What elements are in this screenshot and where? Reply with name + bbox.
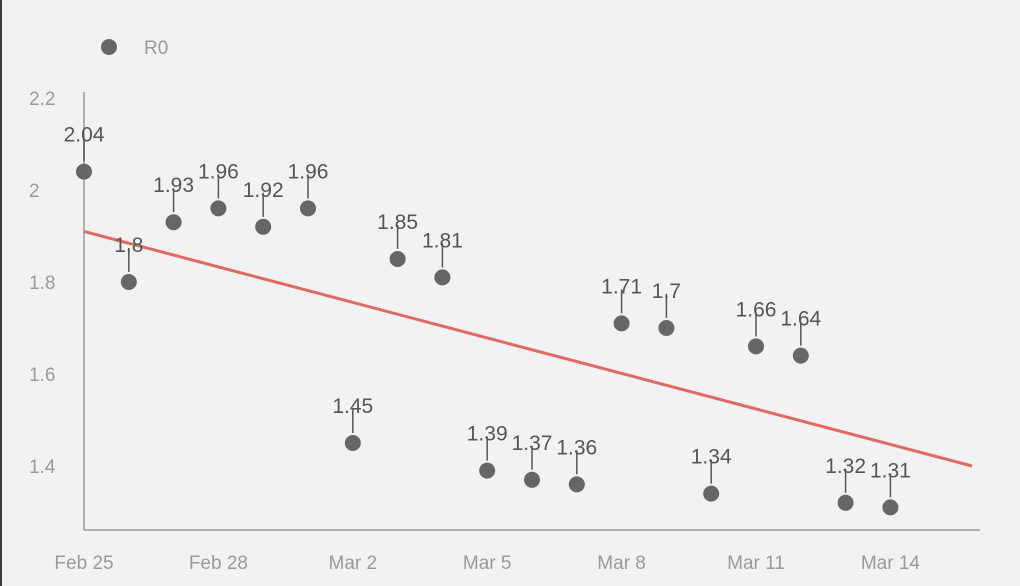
x-tick-label: Feb 25 bbox=[54, 553, 113, 574]
axes: 1.4 1.6 1.8 2 2.2 Feb 25 Feb 28 Mar 2 Mar 5 Mar 8… bbox=[29, 89, 980, 574]
data-point bbox=[434, 269, 451, 286]
data-label: 1.31 bbox=[870, 459, 911, 482]
data-label: 1.71 bbox=[601, 275, 642, 298]
legend: R0 bbox=[101, 38, 168, 59]
x-tick-label: Feb 28 bbox=[189, 553, 248, 574]
data-label: 1.7 bbox=[652, 280, 681, 303]
data-label: 2.04 bbox=[64, 124, 105, 147]
data-point bbox=[76, 163, 92, 180]
y-tick-label: 1.4 bbox=[29, 457, 56, 478]
legend-label: R0 bbox=[144, 38, 168, 59]
data-point bbox=[389, 251, 406, 267]
data-point bbox=[613, 315, 630, 332]
data-point bbox=[748, 338, 764, 355]
data-label: 1.64 bbox=[780, 308, 821, 331]
data-label: 1.37 bbox=[512, 432, 553, 455]
data-label: 1.45 bbox=[332, 395, 373, 418]
data-label: 1.32 bbox=[825, 455, 866, 478]
data-point bbox=[792, 347, 809, 364]
data-label: 1.39 bbox=[467, 423, 508, 446]
data-point bbox=[703, 485, 720, 502]
y-tick-label: 1.8 bbox=[29, 273, 55, 294]
points-layer: 2.041.81.931.961.921.961.451.851.811.39 1… bbox=[64, 124, 911, 516]
data-point bbox=[344, 435, 361, 451]
x-tick-label: Mar 14 bbox=[861, 553, 921, 574]
trendline-layer bbox=[83, 229, 973, 468]
data-label: 1.96 bbox=[198, 160, 239, 183]
x-tick-label: Mar 2 bbox=[329, 553, 378, 574]
data-point bbox=[882, 499, 899, 516]
data-label: 1.81 bbox=[422, 229, 463, 252]
data-label: 1.85 bbox=[377, 211, 418, 234]
data-point bbox=[524, 471, 540, 488]
data-label: 1.36 bbox=[556, 436, 597, 459]
data-point bbox=[165, 214, 182, 231]
x-tick-label: Mar 11 bbox=[727, 553, 785, 574]
data-point bbox=[255, 218, 272, 235]
data-label: 1.66 bbox=[736, 298, 777, 321]
y-tick-label: 1.6 bbox=[29, 365, 55, 386]
data-point bbox=[479, 462, 496, 479]
data-label: 1.93 bbox=[153, 174, 194, 197]
data-label: 1.34 bbox=[691, 446, 732, 469]
data-point bbox=[568, 476, 585, 493]
y-tick-label: 2.2 bbox=[29, 89, 55, 110]
data-point bbox=[658, 320, 675, 336]
data-point bbox=[837, 494, 854, 511]
x-tick-label: Mar 8 bbox=[597, 553, 646, 574]
y-tick-label: 2 bbox=[29, 181, 40, 202]
data-point bbox=[210, 200, 227, 217]
data-label: 1.96 bbox=[288, 160, 329, 183]
legend-marker bbox=[101, 39, 117, 55]
x-tick-label: Mar 5 bbox=[463, 553, 512, 574]
data-label: 1.8 bbox=[114, 234, 143, 257]
data-label: 1.92 bbox=[243, 179, 284, 202]
data-point bbox=[300, 200, 316, 217]
data-point bbox=[120, 274, 137, 290]
trendline bbox=[83, 229, 973, 468]
